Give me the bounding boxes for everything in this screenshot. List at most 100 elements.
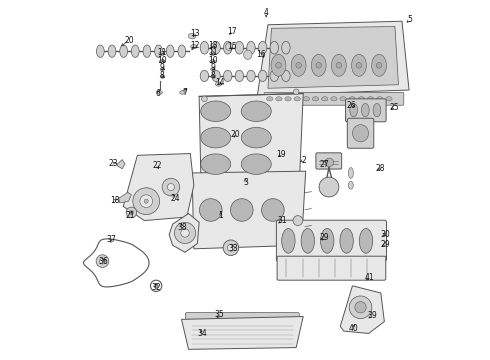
Ellipse shape [303,97,310,101]
Polygon shape [199,94,303,180]
Text: 13: 13 [190,30,200,39]
Circle shape [223,240,239,256]
FancyBboxPatch shape [185,312,299,324]
Polygon shape [268,27,398,88]
Circle shape [355,302,366,313]
Ellipse shape [241,154,271,174]
Text: 9: 9 [160,63,165,72]
Circle shape [140,195,152,207]
Ellipse shape [320,229,334,253]
Polygon shape [181,316,303,349]
Text: 4: 4 [264,8,269,17]
Ellipse shape [200,41,209,54]
Ellipse shape [247,70,255,82]
Circle shape [276,63,281,68]
Ellipse shape [201,101,231,121]
Circle shape [319,177,339,197]
FancyBboxPatch shape [347,118,374,148]
Ellipse shape [212,41,220,54]
Ellipse shape [235,41,244,54]
Ellipse shape [270,70,278,82]
Ellipse shape [241,101,271,121]
Ellipse shape [191,45,197,49]
Circle shape [376,63,382,68]
Text: 32: 32 [151,283,161,292]
Text: 30: 30 [381,230,391,239]
Ellipse shape [258,70,267,82]
Circle shape [356,63,362,68]
Ellipse shape [348,181,353,189]
Ellipse shape [97,45,104,57]
Ellipse shape [225,43,233,50]
Ellipse shape [276,97,282,101]
Circle shape [227,244,234,251]
FancyBboxPatch shape [276,220,387,261]
Ellipse shape [270,41,278,54]
Text: 2: 2 [301,156,306,165]
Text: 7: 7 [182,88,187,97]
Ellipse shape [371,54,387,76]
Ellipse shape [368,97,374,101]
Ellipse shape [267,97,273,101]
Text: 36: 36 [98,257,108,266]
FancyBboxPatch shape [277,256,386,280]
Ellipse shape [294,97,300,101]
Polygon shape [123,153,194,221]
Ellipse shape [352,125,368,142]
Ellipse shape [223,70,232,82]
Ellipse shape [271,54,286,76]
Text: 13: 13 [208,41,218,50]
Circle shape [133,188,160,215]
Ellipse shape [216,82,221,86]
Text: 37: 37 [106,235,116,244]
Text: 18: 18 [110,196,119,205]
Ellipse shape [258,41,267,54]
Ellipse shape [348,168,353,178]
Circle shape [296,63,301,68]
Ellipse shape [321,97,328,101]
Ellipse shape [331,97,337,101]
Ellipse shape [311,54,326,76]
Circle shape [293,216,303,225]
Ellipse shape [201,154,231,174]
Circle shape [230,199,253,221]
Ellipse shape [155,45,163,57]
Text: 16: 16 [256,50,266,59]
Ellipse shape [282,229,295,253]
Ellipse shape [301,229,315,253]
Circle shape [316,63,321,68]
Circle shape [181,229,189,237]
Ellipse shape [377,97,383,101]
Text: 27: 27 [319,159,329,168]
Text: 11: 11 [157,48,167,57]
FancyBboxPatch shape [264,93,404,105]
Circle shape [129,210,133,215]
Text: 19: 19 [276,150,286,159]
Text: 20: 20 [230,130,240,139]
Text: 12: 12 [190,41,199,50]
Polygon shape [119,192,131,203]
Circle shape [126,207,137,218]
Ellipse shape [282,41,290,54]
Circle shape [99,258,105,264]
Text: 15: 15 [227,42,236,51]
Ellipse shape [359,229,373,253]
Ellipse shape [350,103,358,117]
Ellipse shape [143,45,151,57]
Ellipse shape [210,44,216,47]
FancyBboxPatch shape [345,99,386,122]
Text: 21: 21 [125,211,135,220]
Ellipse shape [351,54,367,76]
Text: 8: 8 [160,71,165,80]
Ellipse shape [159,60,165,63]
Text: 10: 10 [157,55,167,64]
Circle shape [201,96,207,102]
Text: 20: 20 [124,36,134,45]
Text: 34: 34 [197,329,207,338]
Ellipse shape [362,103,369,117]
Ellipse shape [120,45,127,57]
Text: 28: 28 [376,164,385,173]
Text: 35: 35 [215,310,224,319]
Circle shape [294,89,299,95]
Ellipse shape [210,52,216,55]
